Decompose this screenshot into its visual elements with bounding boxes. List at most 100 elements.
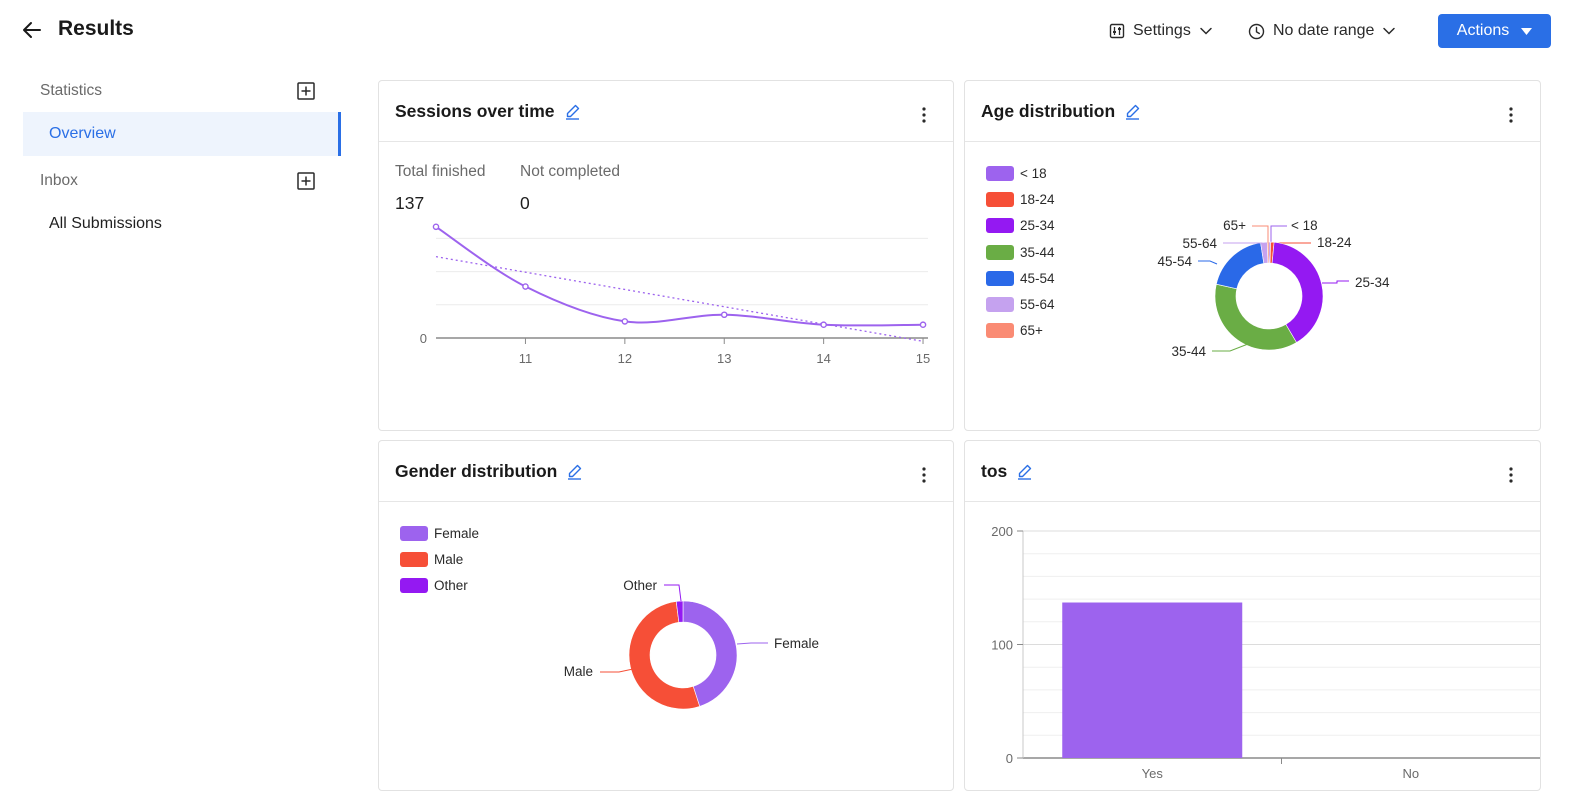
actions-button[interactable]: Actions xyxy=(1438,14,1551,48)
leader-line xyxy=(1212,343,1249,352)
donut-slice xyxy=(675,600,684,623)
legend-swatch xyxy=(986,165,1014,181)
card-title: Gender distribution xyxy=(395,461,583,482)
pencil-icon[interactable] xyxy=(1016,463,1033,480)
sidebar: Statistics Overview Inbox All Submission… xyxy=(23,70,341,246)
leader-line xyxy=(1223,242,1264,245)
donut-slice xyxy=(628,601,701,710)
legend-label: Male xyxy=(434,551,464,567)
gender-legend: Female Male Other xyxy=(400,520,479,599)
settings-dropdown[interactable]: Settings xyxy=(1109,14,1213,48)
age-card: Age distribution < 18 18-24 25-34 35-44 45-5… xyxy=(964,80,1541,431)
legend-swatch xyxy=(986,297,1014,313)
settings-label: Settings xyxy=(1133,22,1191,39)
x-tick-label: Yes xyxy=(1142,766,1164,781)
page-header: Results Settings No date range Actions xyxy=(0,0,1582,62)
legend-item[interactable]: < 18 xyxy=(986,160,1055,186)
card-title: Sessions over time xyxy=(395,101,581,122)
sidebar-item-label: All Submissions xyxy=(49,215,162,232)
legend-item[interactable]: Other xyxy=(400,573,479,599)
card-title: Age distribution xyxy=(981,101,1141,122)
slice-label: 55-64 xyxy=(1182,236,1217,251)
y-tick-label: 0 xyxy=(420,331,427,346)
donut-slice xyxy=(1271,241,1324,343)
actions-label: Actions xyxy=(1456,22,1510,39)
leader-line xyxy=(1322,280,1349,284)
legend-item[interactable]: 65+ xyxy=(986,318,1055,344)
card-title-text: Gender distribution xyxy=(395,461,558,481)
x-tick-label: 14 xyxy=(816,351,830,366)
sidebar-section-statistics: Statistics xyxy=(23,70,341,112)
sessions-card: Sessions over time Total finished 137 No… xyxy=(378,80,954,431)
y-tick-label: 100 xyxy=(991,638,1013,653)
stat-value: 137 xyxy=(395,193,425,213)
date-range-label: No date range xyxy=(1273,22,1375,39)
legend-swatch xyxy=(400,525,428,541)
more-vertical-icon[interactable] xyxy=(921,106,927,124)
legend-item[interactable]: 25-34 xyxy=(986,213,1055,239)
legend-swatch xyxy=(986,218,1014,234)
slice-label: Male xyxy=(564,664,593,679)
caret-down-icon xyxy=(1521,27,1533,35)
series-line xyxy=(435,225,924,327)
leader-line xyxy=(736,642,768,645)
slice-label: Other xyxy=(623,578,657,593)
card-title: tos xyxy=(981,461,1033,482)
data-point xyxy=(919,321,927,329)
date-range-dropdown[interactable]: No date range xyxy=(1248,14,1396,48)
sidebar-item-all-submissions[interactable]: All Submissions xyxy=(23,202,341,246)
legend-item[interactable]: 18-24 xyxy=(986,186,1055,212)
chevron-down-icon xyxy=(1200,27,1212,35)
sidebar-item-overview[interactable]: Overview xyxy=(23,112,341,156)
page-title: Results xyxy=(58,17,134,40)
x-tick-label: 15 xyxy=(916,351,930,366)
age-legend: < 18 18-24 25-34 35-44 45-54 55-64 65+ xyxy=(986,160,1055,344)
slice-label: 65+ xyxy=(1223,218,1246,233)
section-label: Inbox xyxy=(40,172,78,189)
stat-label: Not completed xyxy=(520,163,620,180)
card-header: Sessions over time xyxy=(379,81,953,142)
back-arrow-icon[interactable] xyxy=(20,18,44,42)
add-square-icon[interactable] xyxy=(297,172,315,190)
data-point xyxy=(720,311,728,319)
bar xyxy=(1062,602,1243,758)
legend-item[interactable]: Male xyxy=(400,546,479,572)
data-point xyxy=(621,318,629,325)
pencil-icon[interactable] xyxy=(564,103,581,120)
donut-slice xyxy=(1214,283,1297,351)
slice-label: Female xyxy=(774,636,819,651)
card-title-text: Age distribution xyxy=(981,101,1116,121)
legend-label: 65+ xyxy=(1020,323,1043,339)
age-donut-chart: < 18 18-24 25-34 35-44 45-54 55-64 65+ xyxy=(1157,218,1390,359)
y-tick-label: 0 xyxy=(1006,751,1013,766)
x-tick-label: No xyxy=(1402,766,1419,781)
more-vertical-icon[interactable] xyxy=(1508,466,1514,484)
section-label: Statistics xyxy=(40,82,103,99)
more-vertical-icon[interactable] xyxy=(921,466,927,484)
chevron-down-icon xyxy=(1383,27,1396,35)
card-title-text: Sessions over time xyxy=(395,101,555,121)
donut-slice xyxy=(1215,242,1265,290)
legend-swatch xyxy=(400,578,428,594)
legend-swatch xyxy=(400,551,428,567)
slice-label: 35-44 xyxy=(1171,344,1206,359)
card-header: Gender distribution xyxy=(379,441,953,502)
stat-value: 0 xyxy=(520,193,530,213)
legend-item[interactable]: 35-44 xyxy=(986,239,1055,265)
pencil-icon[interactable] xyxy=(1124,103,1141,120)
legend-item[interactable]: Female xyxy=(400,520,479,546)
legend-swatch xyxy=(986,270,1014,286)
more-vertical-icon[interactable] xyxy=(1508,106,1514,124)
tos-card: tos 200 100 0 Yes No xyxy=(964,440,1541,791)
slice-label: < 18 xyxy=(1291,218,1318,233)
legend-label: 18-24 xyxy=(1020,191,1055,207)
add-square-icon[interactable] xyxy=(297,82,315,100)
legend-swatch xyxy=(986,191,1014,207)
legend-label: 55-64 xyxy=(1020,297,1055,313)
legend-item[interactable]: 55-64 xyxy=(986,291,1055,317)
slice-label: 45-54 xyxy=(1157,254,1192,269)
legend-item[interactable]: 45-54 xyxy=(986,265,1055,291)
y-tick-label: 200 xyxy=(991,524,1013,539)
pencil-icon[interactable] xyxy=(566,463,583,480)
gender-card: Gender distribution Female Male Other Fema… xyxy=(378,440,954,791)
